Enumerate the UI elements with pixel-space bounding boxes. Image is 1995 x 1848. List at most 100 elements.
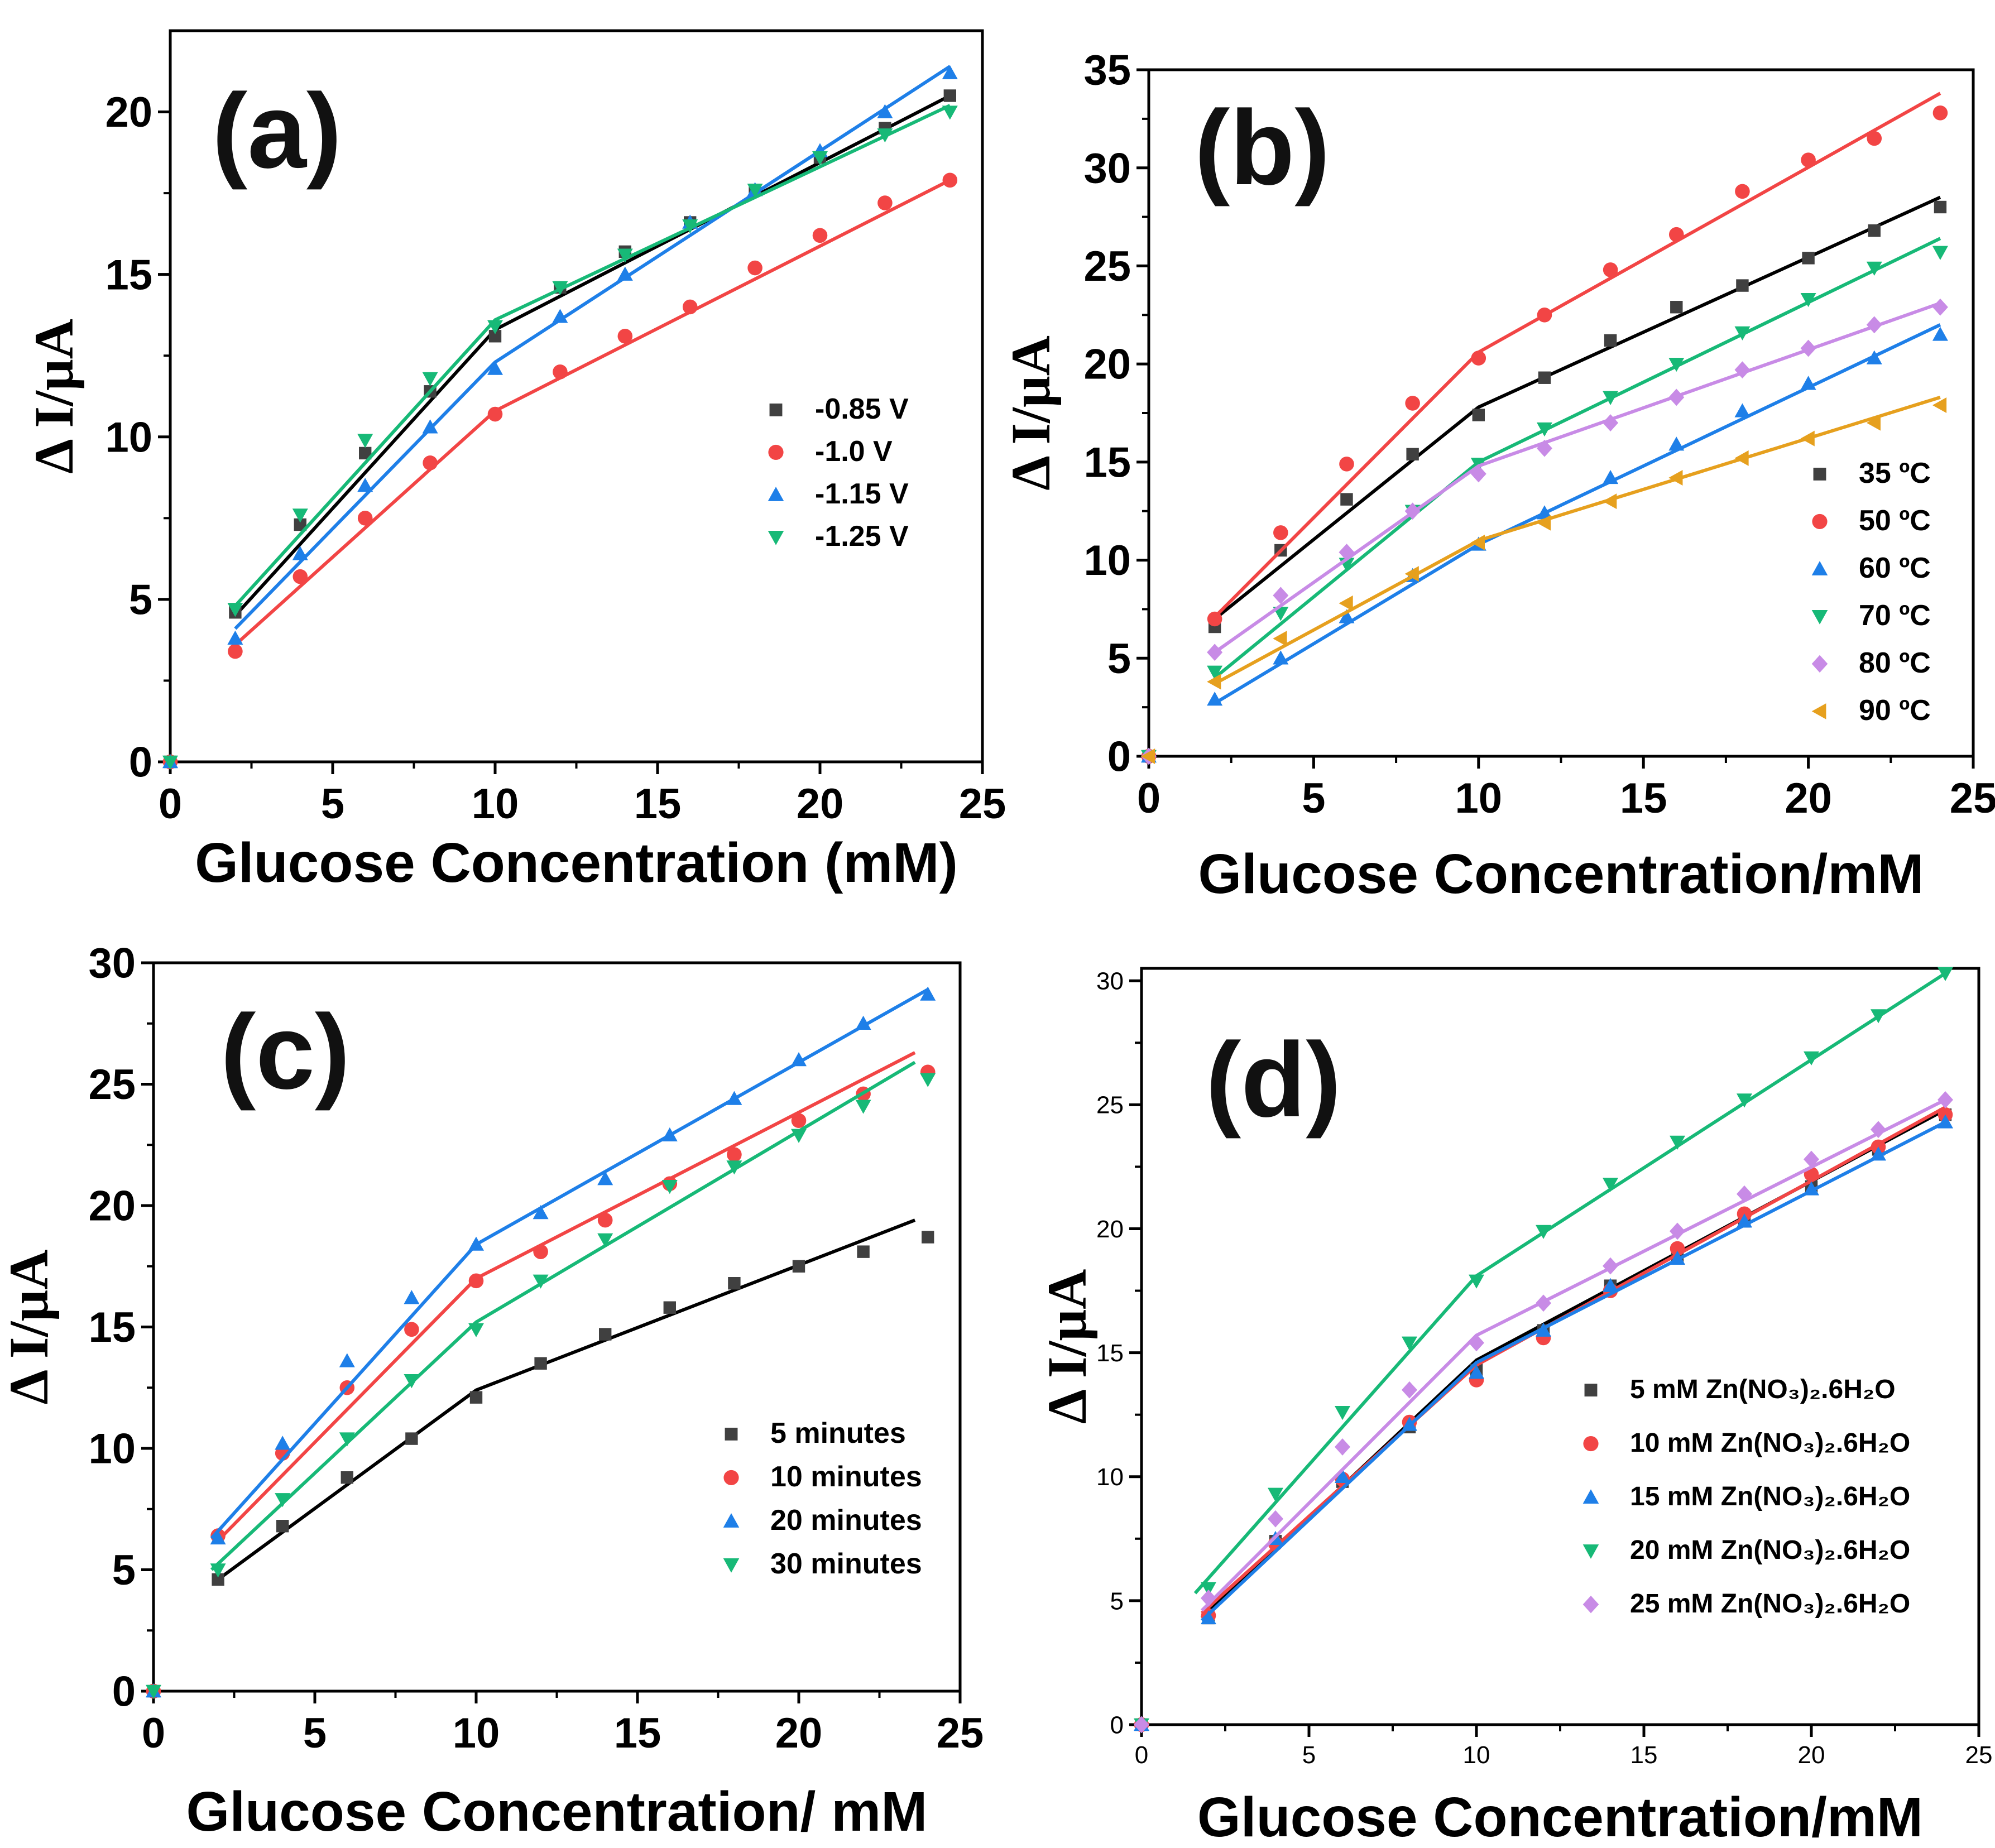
legend-entry: -1.25 V xyxy=(815,520,909,553)
data-point xyxy=(1141,748,1155,764)
legend-entry: 25 mM Zn(NO₃)₂.6H₂O xyxy=(1630,1589,1910,1619)
data-point xyxy=(1735,184,1750,199)
data-point xyxy=(942,105,958,120)
x-tick-label: 10 xyxy=(453,1710,500,1757)
data-point xyxy=(468,1273,484,1289)
data-point xyxy=(855,1015,871,1030)
x-tick-label: 20 xyxy=(1798,1741,1825,1769)
data-point xyxy=(1273,631,1287,647)
data-point xyxy=(339,1432,355,1447)
series-5 xyxy=(1141,298,1948,765)
data-point xyxy=(405,1432,418,1445)
data-point xyxy=(597,1212,613,1228)
legend-marker xyxy=(1584,1384,1598,1397)
data-point xyxy=(617,266,633,281)
x-tick-label: 25 xyxy=(1950,775,1995,822)
legend-entry: 50 ºC xyxy=(1859,505,1931,537)
y-tick-label: 10 xyxy=(88,1425,136,1473)
data-point xyxy=(1268,1510,1283,1528)
y-tick-label: 20 xyxy=(105,89,152,136)
data-point xyxy=(423,455,438,471)
series-3 xyxy=(146,986,936,1698)
data-point xyxy=(341,1471,353,1484)
data-point xyxy=(1537,307,1552,323)
data-point xyxy=(1339,609,1355,623)
chart-panel-d: 0 5 10 15 20 25 0 5 10 15 20 25 30 Glucose Concentrat… xyxy=(1036,967,1992,1848)
data-point xyxy=(1800,430,1815,447)
legend-marker xyxy=(1811,703,1826,719)
data-point xyxy=(1536,1225,1551,1239)
data-point xyxy=(1802,252,1815,265)
data-point xyxy=(227,603,243,617)
y-tick-label: 30 xyxy=(1096,968,1124,995)
series-5 xyxy=(1134,1091,1953,1734)
x-tick-label: 5 xyxy=(303,1710,327,1757)
data-point xyxy=(791,1113,807,1129)
y-tick-label: 35 xyxy=(1083,47,1131,94)
data-point xyxy=(1804,1181,1819,1196)
x-tick-label: 0 xyxy=(1135,1741,1148,1769)
x-tick-label: 25 xyxy=(959,780,1006,828)
data-point xyxy=(1404,502,1421,520)
x-tick-label: 20 xyxy=(775,1710,823,1757)
x-axis-title: Glucose Concentration/mM xyxy=(1198,843,1924,905)
data-point xyxy=(1734,361,1751,379)
panel-label: (c) xyxy=(220,993,350,1111)
legend-entry: 10 mM Zn(NO₃)₂.6H₂O xyxy=(1630,1428,1910,1458)
data-point xyxy=(727,1147,742,1162)
x-axis-title: Glucose Concentration/mM xyxy=(1197,1786,1923,1848)
fit-line xyxy=(1214,323,1941,705)
data-point xyxy=(922,1231,934,1244)
data-point xyxy=(1536,515,1551,531)
legend-entry: 20 mM Zn(NO₃)₂.6H₂O xyxy=(1630,1535,1910,1565)
data-point xyxy=(1603,262,1618,277)
data-point xyxy=(728,1277,741,1290)
fit-line xyxy=(1200,1120,1946,1622)
series-3 xyxy=(1141,323,1948,763)
legend-marker xyxy=(1582,1595,1599,1614)
data-point xyxy=(1273,650,1289,665)
data-point xyxy=(422,372,438,386)
data-point xyxy=(1471,351,1486,366)
data-point xyxy=(1335,1438,1350,1456)
data-point xyxy=(1404,566,1419,582)
data-point xyxy=(1603,414,1619,431)
series-1 xyxy=(1135,1108,1952,1731)
data-point xyxy=(1207,665,1223,680)
data-point xyxy=(1938,967,1953,981)
data-point xyxy=(1670,301,1683,314)
data-point xyxy=(726,1091,742,1105)
data-point xyxy=(1134,1716,1149,1734)
data-point xyxy=(855,1100,871,1114)
data-point xyxy=(552,281,568,295)
legend-entry: -1.15 V xyxy=(815,478,909,510)
data-point xyxy=(942,65,958,79)
data-point xyxy=(597,1233,613,1247)
data-point xyxy=(487,406,503,422)
data-point xyxy=(791,1052,807,1067)
data-point xyxy=(1335,1468,1350,1483)
data-point xyxy=(877,128,893,143)
data-point xyxy=(663,1301,676,1314)
data-point xyxy=(1668,436,1685,451)
x-tick-label: 0 xyxy=(1137,775,1160,822)
legend-marker xyxy=(1583,1436,1599,1452)
panel-label: (d) xyxy=(1206,1021,1341,1139)
data-point xyxy=(210,1530,226,1545)
x-tick-label: 10 xyxy=(1463,1741,1490,1769)
data-point xyxy=(1736,279,1749,292)
data-point xyxy=(1207,611,1222,627)
series-1 xyxy=(1142,195,1947,763)
legend-entry: 80 ºC xyxy=(1859,647,1931,679)
y-tick-label: 5 xyxy=(129,576,152,623)
data-point xyxy=(877,195,893,210)
data-point xyxy=(1866,261,1882,276)
data-point xyxy=(1405,396,1420,411)
x-tick-label: 25 xyxy=(937,1710,984,1757)
legend-marker xyxy=(1582,1489,1599,1504)
data-point xyxy=(533,1244,548,1259)
data-point xyxy=(599,1328,612,1341)
x-tick-label: 20 xyxy=(1785,775,1832,822)
data-point xyxy=(1932,298,1948,316)
x-tick-label: 5 xyxy=(1302,775,1325,822)
